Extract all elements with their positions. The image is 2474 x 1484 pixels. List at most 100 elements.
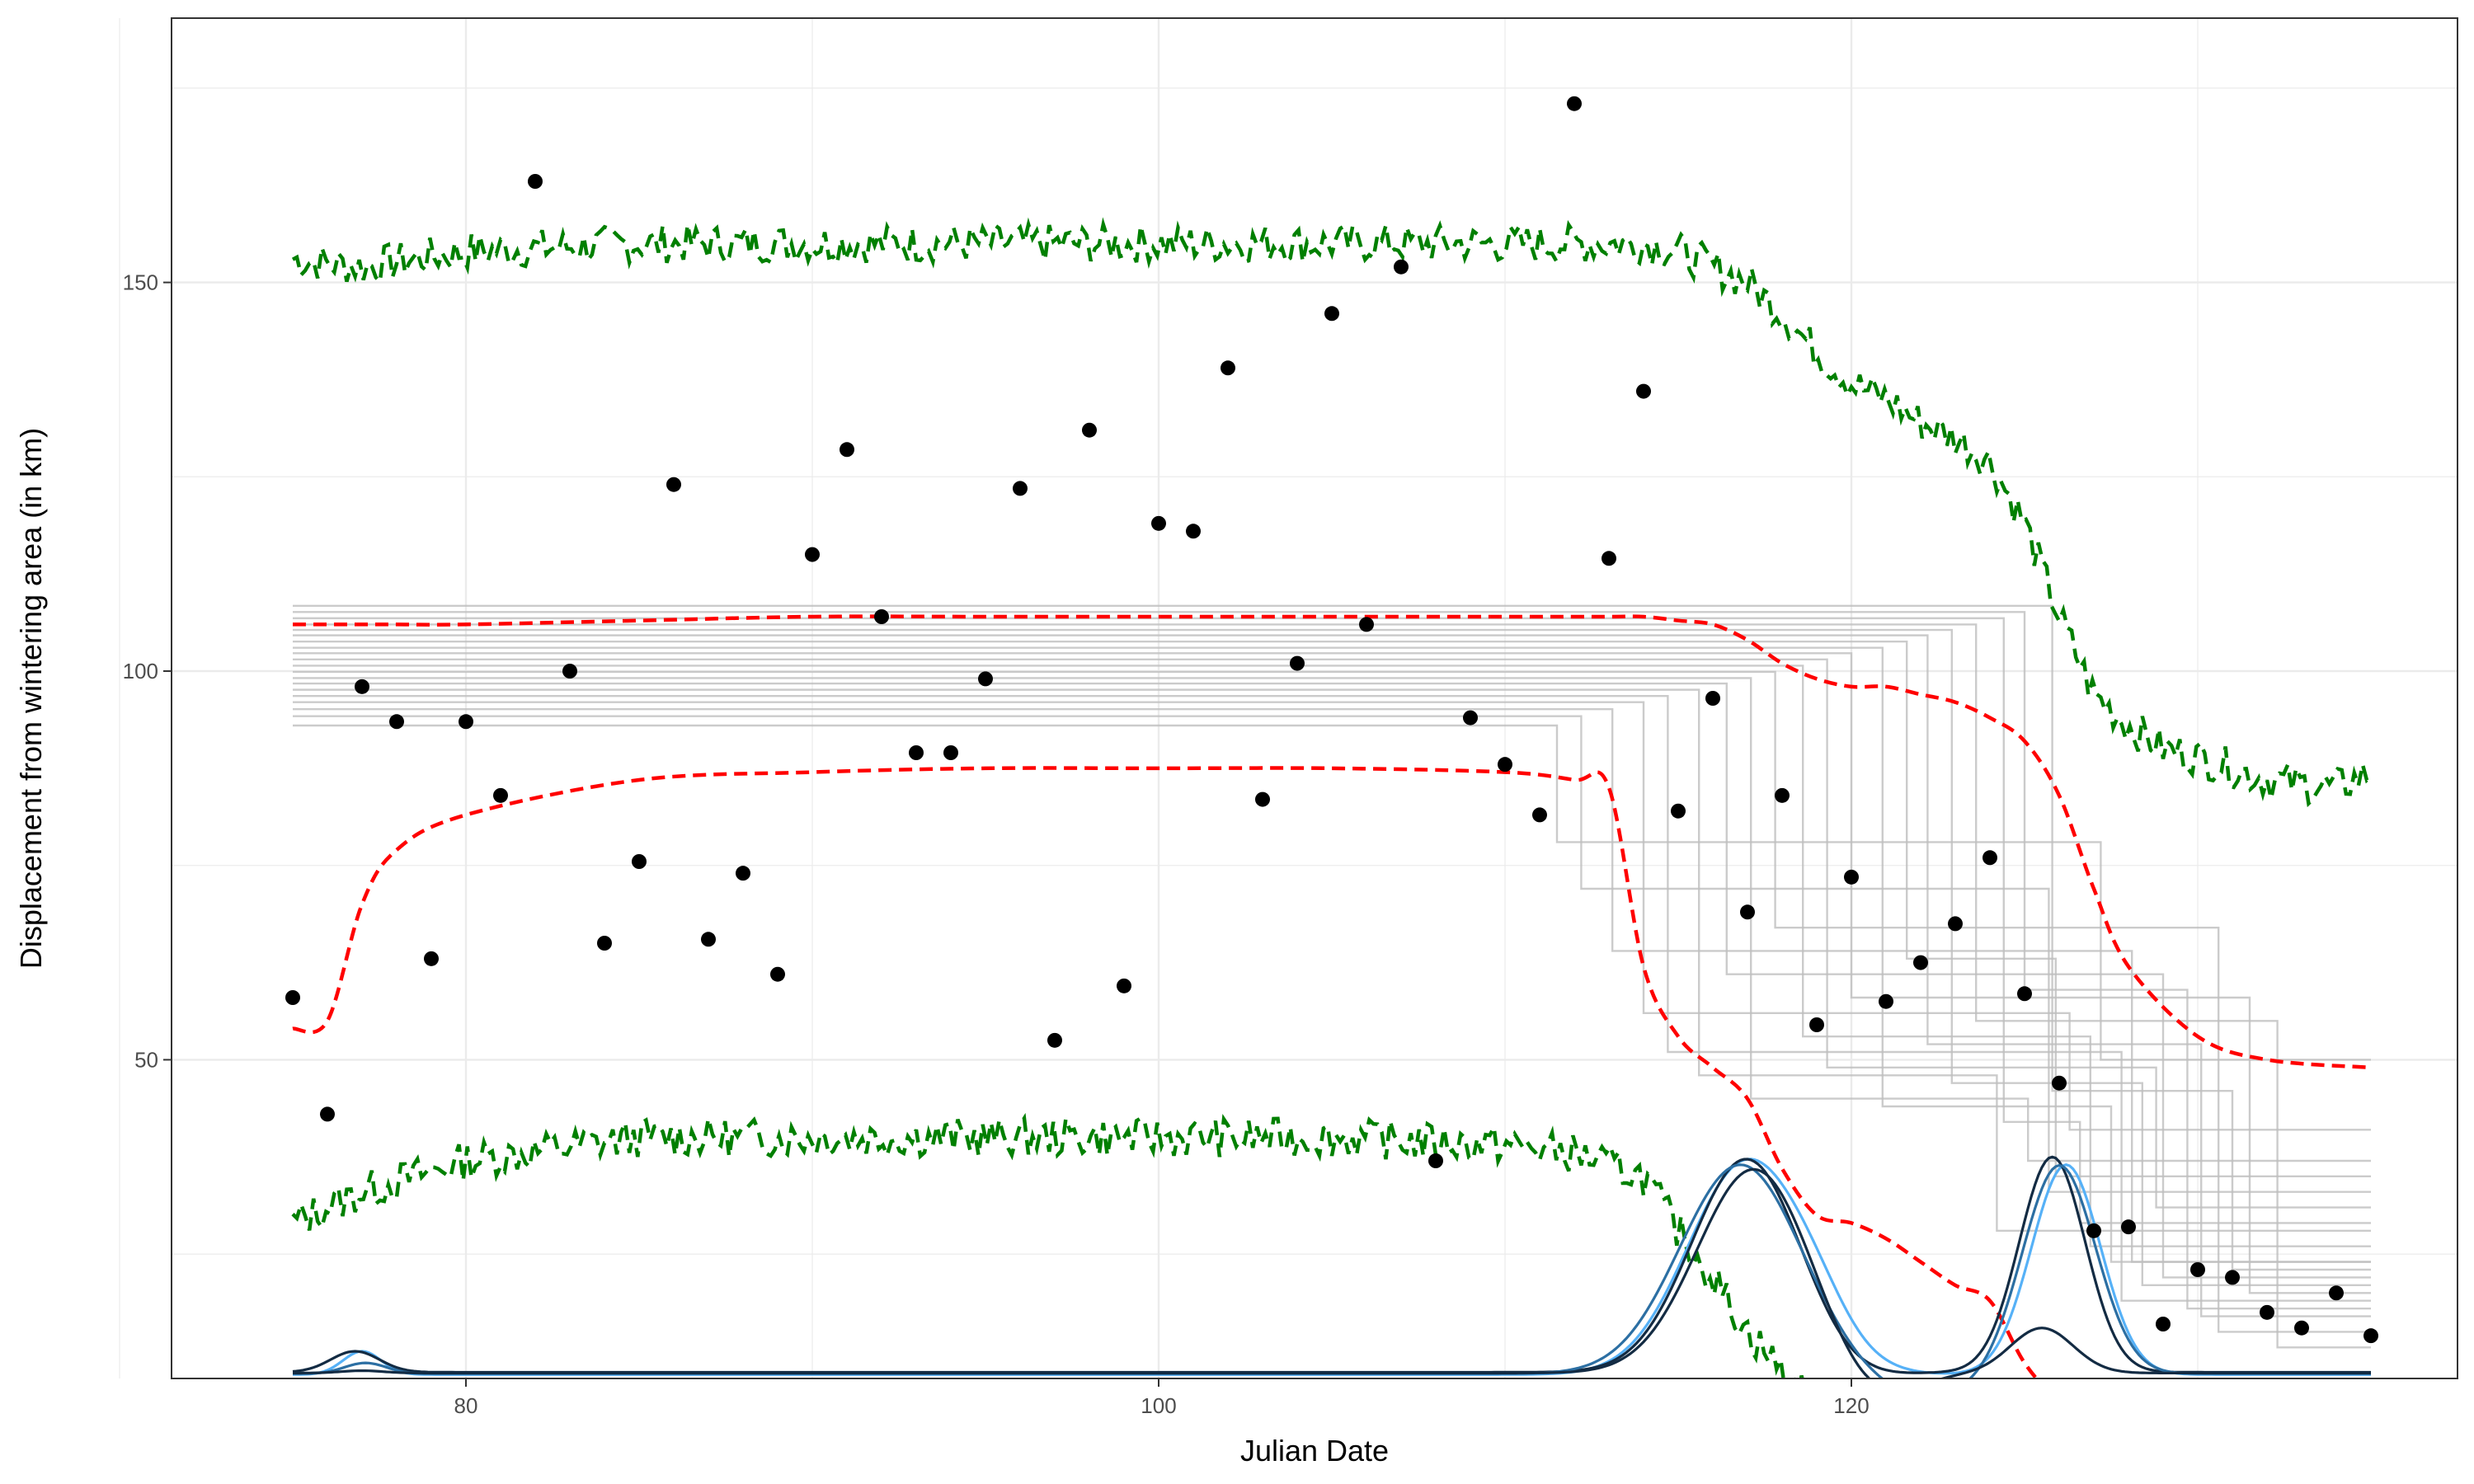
observation-point [2052,1075,2067,1091]
observation-point [1013,481,1028,496]
step-line [293,640,2371,1178]
observation-point [1844,869,1859,885]
step-line [293,724,2371,1061]
x-tick-label: 80 [454,1393,478,1418]
observation-point [1151,515,1166,531]
step-line [293,665,2371,1247]
observation-point [320,1106,335,1122]
step-line [293,677,2371,1162]
step-line [293,658,2371,1209]
step-line [293,604,2371,1271]
observation-point [840,442,854,458]
x-axis-ticks: 80 100 120 [454,1378,1870,1418]
y-tick-label: 150 [123,270,158,295]
observation-point [701,932,716,947]
observation-point [1913,955,1928,970]
step-line [293,623,2371,1349]
observation-point [389,714,404,730]
observation-point [1359,617,1374,632]
observation-point [2225,1270,2240,1285]
y-axis-ticks: 50 100 150 [123,270,172,1072]
observation-point [736,866,750,881]
observation-point [1186,524,1201,539]
observation-point [1567,96,1582,111]
minor-gridlines [119,18,2458,1378]
observation-point [562,664,577,679]
density-curves [292,1155,2371,1378]
plot-layers [285,96,2378,1378]
observation-point [909,745,924,760]
observation-point [632,854,647,869]
observation-point [528,174,543,189]
observation-point [805,547,820,562]
observation-point [1394,259,1409,275]
observation-point [770,966,785,982]
observation-point [1879,993,1893,1009]
observation-point [1740,904,1755,920]
step-line [293,646,2371,1263]
observation-point [1532,807,1547,823]
step-line [293,701,2371,1131]
observation-point [1948,916,1963,932]
observation-point [1221,360,1235,376]
inner-band-lower [292,766,2039,1378]
observation-point [1324,306,1339,322]
observation-point [1498,757,1512,773]
observation-point [2363,1328,2378,1344]
step-line [293,652,2371,1294]
observation-point [2260,1304,2274,1320]
observation-point [424,951,439,966]
observation-point [1636,383,1651,399]
x-axis-title: Julian Date [1240,1434,1389,1468]
observation-point [978,671,993,687]
step-line [293,611,2371,1310]
observation-point [2121,1219,2136,1235]
step-line [293,634,2371,1317]
observation-point [285,990,300,1005]
observation-point [355,679,369,694]
observation-point [1255,791,1270,807]
observation-point [943,745,958,760]
observation-point [874,609,889,624]
step-line [293,688,2371,1233]
step-line [293,628,2371,1287]
step-line [293,682,2371,1279]
observation-point [1705,691,1720,706]
observation-point [1117,978,1131,993]
observation-point [1602,551,1616,566]
y-tick-label: 50 [134,1047,158,1072]
observation-points [285,96,2378,1344]
observation-point [2329,1285,2344,1301]
x-tick-label: 100 [1141,1393,1176,1418]
step-line [293,694,2371,1302]
confidence-bands [291,217,2373,1378]
observation-point [1809,1017,1824,1032]
outer-band-upper [291,217,2373,808]
observation-point [1082,422,1097,438]
panel-border [171,17,2458,1379]
step-line [293,715,2371,1193]
y-axis-title: Displacement from wintering area (in km) [14,428,48,969]
observation-point [1290,655,1305,671]
observation-point [1671,803,1686,819]
observation-point [2086,1223,2101,1238]
inner-band-upper [292,614,2372,1070]
density-curve-dark [293,1167,2371,1378]
observation-point [597,936,612,951]
y-tick-label: 100 [123,659,158,683]
x-tick-label: 120 [1833,1393,1869,1418]
outer-band-lower [291,1112,1804,1378]
step-lines [293,604,2371,1349]
observation-point [2017,986,2032,1002]
observation-point [666,477,681,492]
observation-point [2294,1320,2309,1336]
observation-point [1428,1153,1443,1168]
observation-point [1775,787,1790,803]
observation-point [1982,850,1997,866]
observation-point [459,714,473,730]
step-line [293,670,2371,1333]
observation-point [1047,1032,1062,1048]
observation-point [1463,710,1478,726]
